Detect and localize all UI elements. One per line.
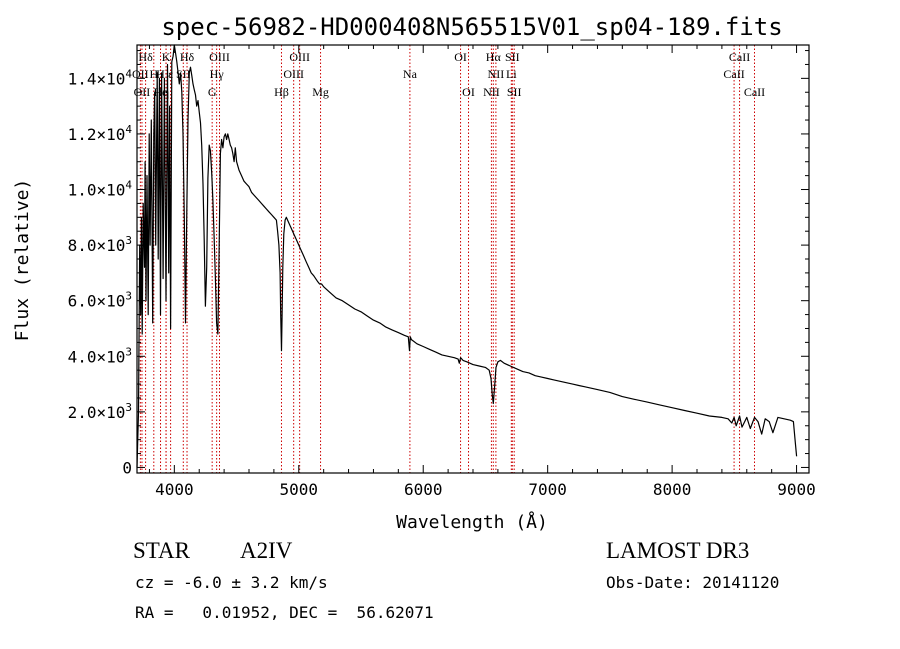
y-axis-ticks: 0 2.0×103 4.0×103 6.0×103 8.0×103 1.0×104 1.2×… [68,50,809,477]
line-label-0-2: Hδ [180,50,195,64]
line-label-1-1: H [149,67,158,81]
x-axis-ticks: 4000 5000 6000 7000 8000 9000 [148,45,816,499]
line-label-2-0: OII [134,85,151,99]
line-label-0-5: OI [454,50,467,64]
y-tick-label-6: 1.2×104 [68,123,133,144]
y-tick-label-3: 6.0×103 [68,290,132,311]
line-label-2-5: Mg [312,85,329,99]
line-label-1-5: Hγ [210,67,225,81]
x-tick-label-5: 9000 [777,480,816,499]
line-label-1-10: CaII [723,67,744,81]
line-label-0-8: CaII [729,50,750,64]
line-label-2-7: NII [483,85,500,99]
line-label-2-9: CaII [744,85,765,99]
object-class: STAR [133,538,190,563]
y-tick-label-0: 0 [122,458,132,477]
survey-label: LAMOST DR3 [606,538,750,563]
y-tick-label-2: 4.0×103 [68,345,132,366]
y-tick-label-7: 1.4×104 [68,67,133,88]
x-axis-label: Wavelength (Å) [396,511,548,533]
line-label-1-6: OIII [283,67,304,81]
x-tick-label-0: 4000 [155,480,194,499]
object-subclass: A2IV [240,538,293,563]
emission-line-markers [139,45,755,473]
spectrum-line [136,44,798,468]
line-label-0-6: Hα [486,50,502,64]
line-label-0-0: Hδ [138,50,153,64]
line-label-0-3: OIII [209,50,230,64]
y-tick-label-1: 2.0×103 [68,401,132,422]
line-label-1-9: Li [506,67,517,81]
chart-title: spec-56982-HD000408N565515V01_sp04-189.f… [161,13,782,41]
line-label-0-1: K [162,50,171,64]
y-axis-label: Flux (relative) [12,179,33,342]
x-tick-label-3: 7000 [528,480,567,499]
obs-date-label: Obs-Date: 20141120 [606,573,780,592]
x-tick-label-1: 5000 [280,480,319,499]
y-tick-label-4: 8.0×103 [68,234,132,255]
line-label-1-0: OII [132,67,149,81]
coordinates-label: RA = 0.01952, DEC = 56.62071 [135,603,434,622]
line-label-2-3: G [208,85,217,99]
y-tick-label-5: 1.0×104 [68,179,133,200]
x-tick-label-2: 6000 [404,480,443,499]
line-label-1-8: NII [488,67,505,81]
line-label-2-6: OI [462,85,475,99]
line-label-2-4: Hβ [274,85,289,99]
x-tick-label-4: 8000 [653,480,692,499]
line-label-0-4: OIII [289,50,310,64]
redshift-label: cz = -6.0 ± 3.2 km/s [135,573,328,592]
line-label-0-7: SII [505,50,520,64]
line-label-1-3: ε [168,67,173,81]
line-label-1-2: H [156,67,165,81]
line-label-1-7: Na [403,67,418,81]
plot-frame [136,44,810,474]
line-label-2-2: η [163,85,169,99]
spectrum-chart: spec-56982-HD000408N565515V01_sp04-189.f… [12,13,816,533]
line-label-2-8: SII [507,85,522,99]
